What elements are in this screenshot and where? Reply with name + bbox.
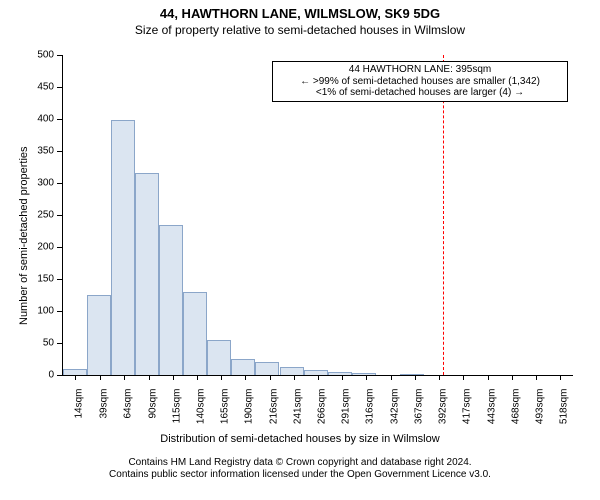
x-tick-mark xyxy=(463,375,464,380)
histogram-bar xyxy=(352,373,376,375)
x-tick-label: 417sqm xyxy=(462,389,473,439)
histogram-bar xyxy=(231,359,255,375)
x-tick-label: 64sqm xyxy=(122,389,133,439)
x-tick-label: 392sqm xyxy=(438,389,449,439)
page-subtitle: Size of property relative to semi-detach… xyxy=(0,23,600,37)
y-tick-mark xyxy=(57,55,62,56)
marker-line xyxy=(443,55,444,375)
histogram-bar xyxy=(207,340,231,375)
x-tick-label: 468sqm xyxy=(511,389,522,439)
annotation-line: ← >99% of semi-detached houses are small… xyxy=(277,76,563,88)
y-tick-mark xyxy=(57,247,62,248)
x-tick-mark xyxy=(318,375,319,380)
x-tick-mark xyxy=(560,375,561,380)
y-tick-label: 450 xyxy=(0,82,54,93)
histogram-bar xyxy=(87,295,111,375)
annotation-line: <1% of semi-detached houses are larger (… xyxy=(277,87,563,99)
x-tick-label: 14sqm xyxy=(74,389,85,439)
x-tick-label: 518sqm xyxy=(559,389,570,439)
histogram-bar xyxy=(400,374,424,375)
y-tick-label: 0 xyxy=(0,370,54,381)
footer-line-1: Contains HM Land Registry data © Crown c… xyxy=(0,457,600,469)
histogram-bar xyxy=(328,372,352,375)
x-tick-label: 316sqm xyxy=(365,389,376,439)
y-tick-label: 50 xyxy=(0,338,54,349)
x-tick-label: 443sqm xyxy=(487,389,498,439)
chart-plot-area xyxy=(62,55,573,376)
x-tick-mark xyxy=(391,375,392,380)
histogram-bar xyxy=(135,173,159,375)
x-tick-mark xyxy=(270,375,271,380)
x-tick-mark xyxy=(75,375,76,380)
x-tick-mark xyxy=(488,375,489,380)
histogram-bar xyxy=(183,292,207,375)
x-tick-mark xyxy=(415,375,416,380)
y-tick-mark xyxy=(57,215,62,216)
x-tick-label: 90sqm xyxy=(147,389,158,439)
y-tick-mark xyxy=(57,375,62,376)
x-tick-label: 39sqm xyxy=(98,389,109,439)
x-tick-mark xyxy=(512,375,513,380)
y-axis-label: Number of semi-detached properties xyxy=(18,146,30,325)
y-tick-label: 500 xyxy=(0,50,54,61)
x-tick-label: 140sqm xyxy=(195,389,206,439)
y-tick-label: 400 xyxy=(0,114,54,125)
x-tick-mark xyxy=(173,375,174,380)
x-tick-label: 241sqm xyxy=(292,389,303,439)
x-tick-label: 291sqm xyxy=(341,389,352,439)
x-tick-mark xyxy=(124,375,125,380)
histogram-bar xyxy=(111,120,135,375)
x-tick-mark xyxy=(536,375,537,380)
x-tick-label: 493sqm xyxy=(535,389,546,439)
x-tick-mark xyxy=(100,375,101,380)
x-axis-label: Distribution of semi-detached houses by … xyxy=(0,433,600,445)
y-tick-mark xyxy=(57,119,62,120)
x-tick-label: 216sqm xyxy=(268,389,279,439)
histogram-bar xyxy=(255,362,279,375)
x-tick-label: 266sqm xyxy=(316,389,327,439)
x-tick-mark xyxy=(439,375,440,380)
annotation-line: 44 HAWTHORN LANE: 395sqm xyxy=(277,64,563,76)
x-tick-mark xyxy=(197,375,198,380)
x-tick-mark xyxy=(221,375,222,380)
histogram-bar xyxy=(280,367,304,375)
y-tick-mark xyxy=(57,311,62,312)
y-tick-mark xyxy=(57,151,62,152)
footer-line-2: Contains public sector information licen… xyxy=(0,469,600,481)
page-title: 44, HAWTHORN LANE, WILMSLOW, SK9 5DG xyxy=(0,6,600,21)
x-tick-label: 115sqm xyxy=(171,389,182,439)
histogram-bar xyxy=(304,370,328,375)
y-tick-mark xyxy=(57,279,62,280)
x-tick-mark xyxy=(366,375,367,380)
histogram-bar xyxy=(159,225,183,375)
annotation-box: 44 HAWTHORN LANE: 395sqm← >99% of semi-d… xyxy=(272,61,568,102)
x-tick-mark xyxy=(342,375,343,380)
footer-text: Contains HM Land Registry data © Crown c… xyxy=(0,457,600,481)
y-tick-mark xyxy=(57,183,62,184)
x-tick-mark xyxy=(149,375,150,380)
y-tick-mark xyxy=(57,343,62,344)
x-tick-label: 342sqm xyxy=(390,389,401,439)
y-tick-mark xyxy=(57,87,62,88)
x-tick-label: 165sqm xyxy=(219,389,230,439)
x-tick-mark xyxy=(294,375,295,380)
x-tick-label: 367sqm xyxy=(414,389,425,439)
x-tick-label: 190sqm xyxy=(243,389,254,439)
x-tick-mark xyxy=(245,375,246,380)
